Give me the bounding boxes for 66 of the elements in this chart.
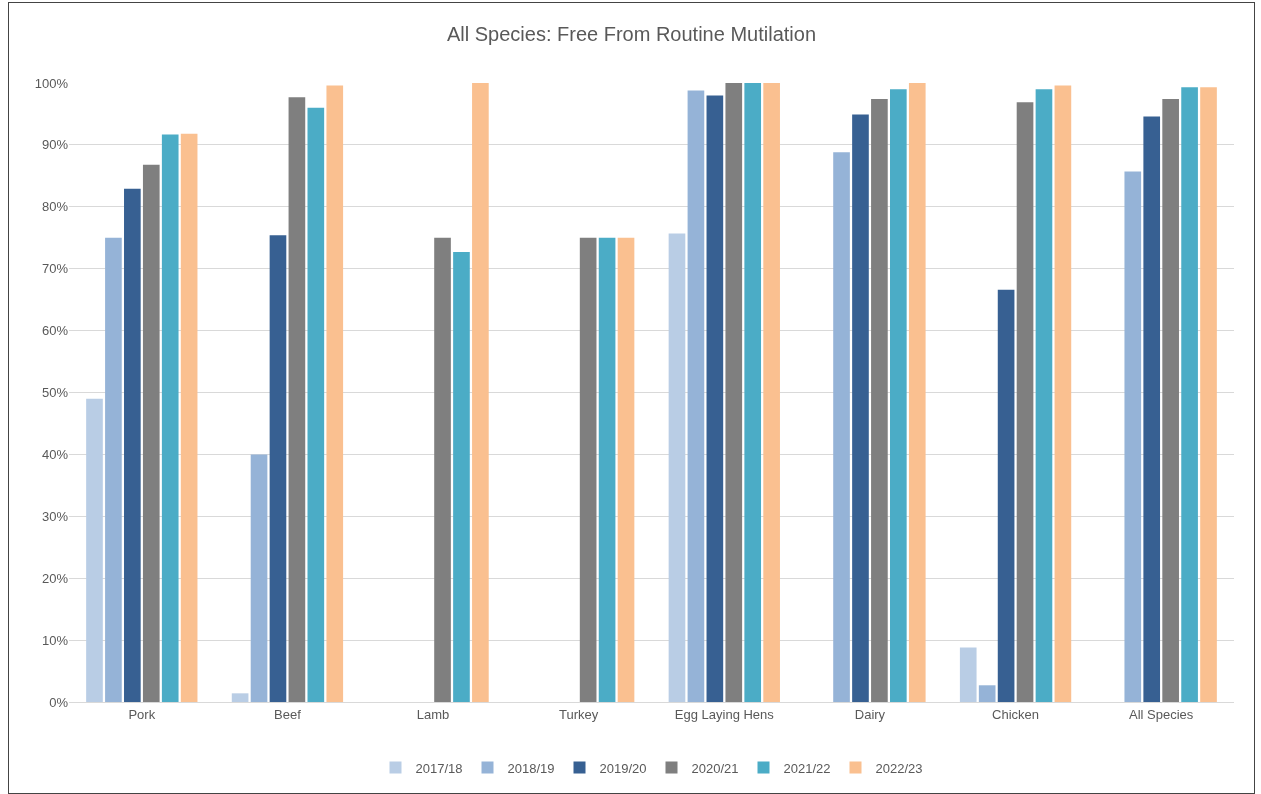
y-tick-label: 50% [41,385,69,401]
bar [978,685,996,702]
x-tick-label: Pork [128,706,156,722]
bar [706,95,724,702]
x-tick-label: Egg Laying Hens [674,706,775,722]
y-tick-label: 0% [49,694,69,710]
bar [1200,87,1217,702]
chart-title: All Species: Free From Routine Mutilation [446,22,817,45]
y-tick-label: 70% [41,261,69,277]
bar [725,83,743,702]
bar [1124,171,1142,702]
x-tick-label: Beef [274,706,302,722]
bar [1143,116,1161,702]
bar [617,237,635,702]
bar [434,237,451,702]
bar [180,133,198,702]
bar [86,398,103,702]
bar [668,233,686,702]
bar [1016,102,1034,702]
legend-label: 2020/21 [691,760,739,776]
bar [453,251,470,702]
x-tick-label: Dairy [854,706,886,722]
bar [326,85,344,702]
bar [142,164,160,702]
bar [852,114,869,702]
y-tick-label: 20% [41,570,69,586]
y-tick-label: 10% [41,632,69,648]
x-tick-label: Lamb [416,706,450,722]
legend-label: 2022/23 [875,760,923,776]
bar [598,237,616,702]
bar [307,107,325,702]
bar [472,83,489,702]
bar [288,97,306,702]
bar [687,90,705,702]
bar [1054,85,1072,702]
legend-label: 2021/22 [783,760,831,776]
bar [579,237,597,702]
legend-label: 2019/20 [599,760,647,776]
y-tick-label: 90% [41,137,69,153]
bar [124,188,141,702]
bar [105,237,122,702]
bar [871,99,888,702]
bar [269,235,287,702]
x-tick-label: All Species [1129,706,1194,722]
y-tick-label: 80% [41,199,69,215]
bar [161,134,179,702]
y-tick-label: 100% [34,75,69,91]
legend-label: 2017/18 [415,760,463,776]
bar [1181,87,1198,702]
bar [744,83,762,702]
bar [890,89,907,702]
bar [763,83,780,702]
y-tick-label: 30% [41,508,69,524]
y-tick-label: 60% [41,323,69,339]
bar [959,647,977,702]
bar [1162,99,1179,702]
x-tick-label: Turkey [559,706,599,722]
bar [997,289,1015,702]
bar [250,454,268,702]
legend-label: 2018/19 [507,760,555,776]
bar [833,152,850,702]
y-tick-label: 40% [41,446,69,462]
x-tick-label: Chicken [992,706,1040,722]
bar [1035,89,1053,702]
bar [908,83,926,702]
bar [231,693,249,702]
